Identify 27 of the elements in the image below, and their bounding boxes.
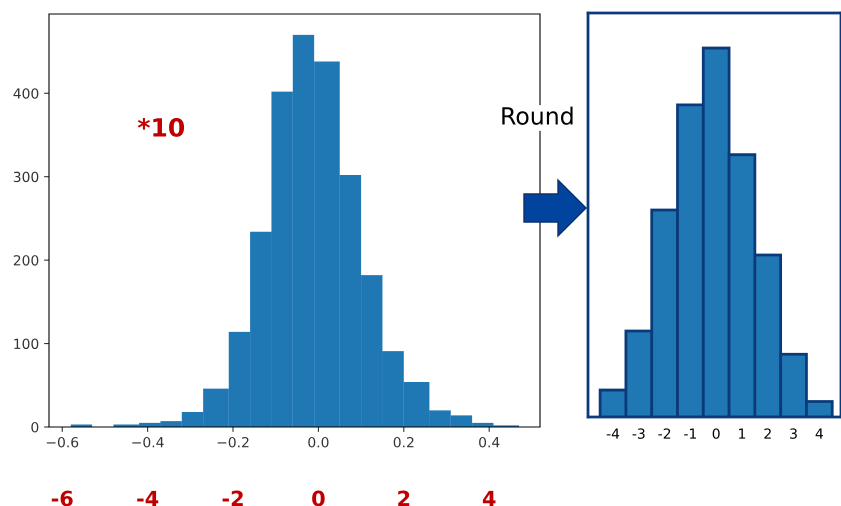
x-tick-label: -2 [658,428,670,439]
x-tick-label: 0.4 [479,436,500,448]
y-tick-label: 300 [14,172,38,182]
x2-tick-label: -4 [137,490,158,506]
x-tick-label: 0.0 [308,436,329,448]
x2-tick-label: -2 [222,490,243,506]
annotation: *10 [138,118,184,137]
x-tick-label: −0.6 [46,436,78,448]
x-tick-label: -1 [684,428,696,439]
x2-tick-label: 4 [482,490,496,506]
x-tick-label: −0.4 [132,436,164,448]
x2-tick-label: -6 [52,490,73,506]
x2-tick-label: 2 [398,490,410,506]
x-tick-label: 3 [790,428,797,439]
x-tick-label: -4 [606,428,620,439]
x-tick-label: 0.2 [394,436,414,448]
y-tick-label: 400 [13,88,38,99]
x-tick-label: −0.2 [218,436,248,448]
x2-tick-label: 0 [312,490,325,506]
x-tick-label: 2 [764,428,771,439]
x-tick-label: -3 [632,428,645,439]
y-tick-label: 200 [14,255,38,266]
x-tick-label: 0 [712,428,720,439]
y-tick-label: 100 [14,338,38,350]
x-tick-label: 4 [816,428,823,439]
x-tick-label: 1 [739,428,746,439]
annotation: Round [502,106,573,125]
